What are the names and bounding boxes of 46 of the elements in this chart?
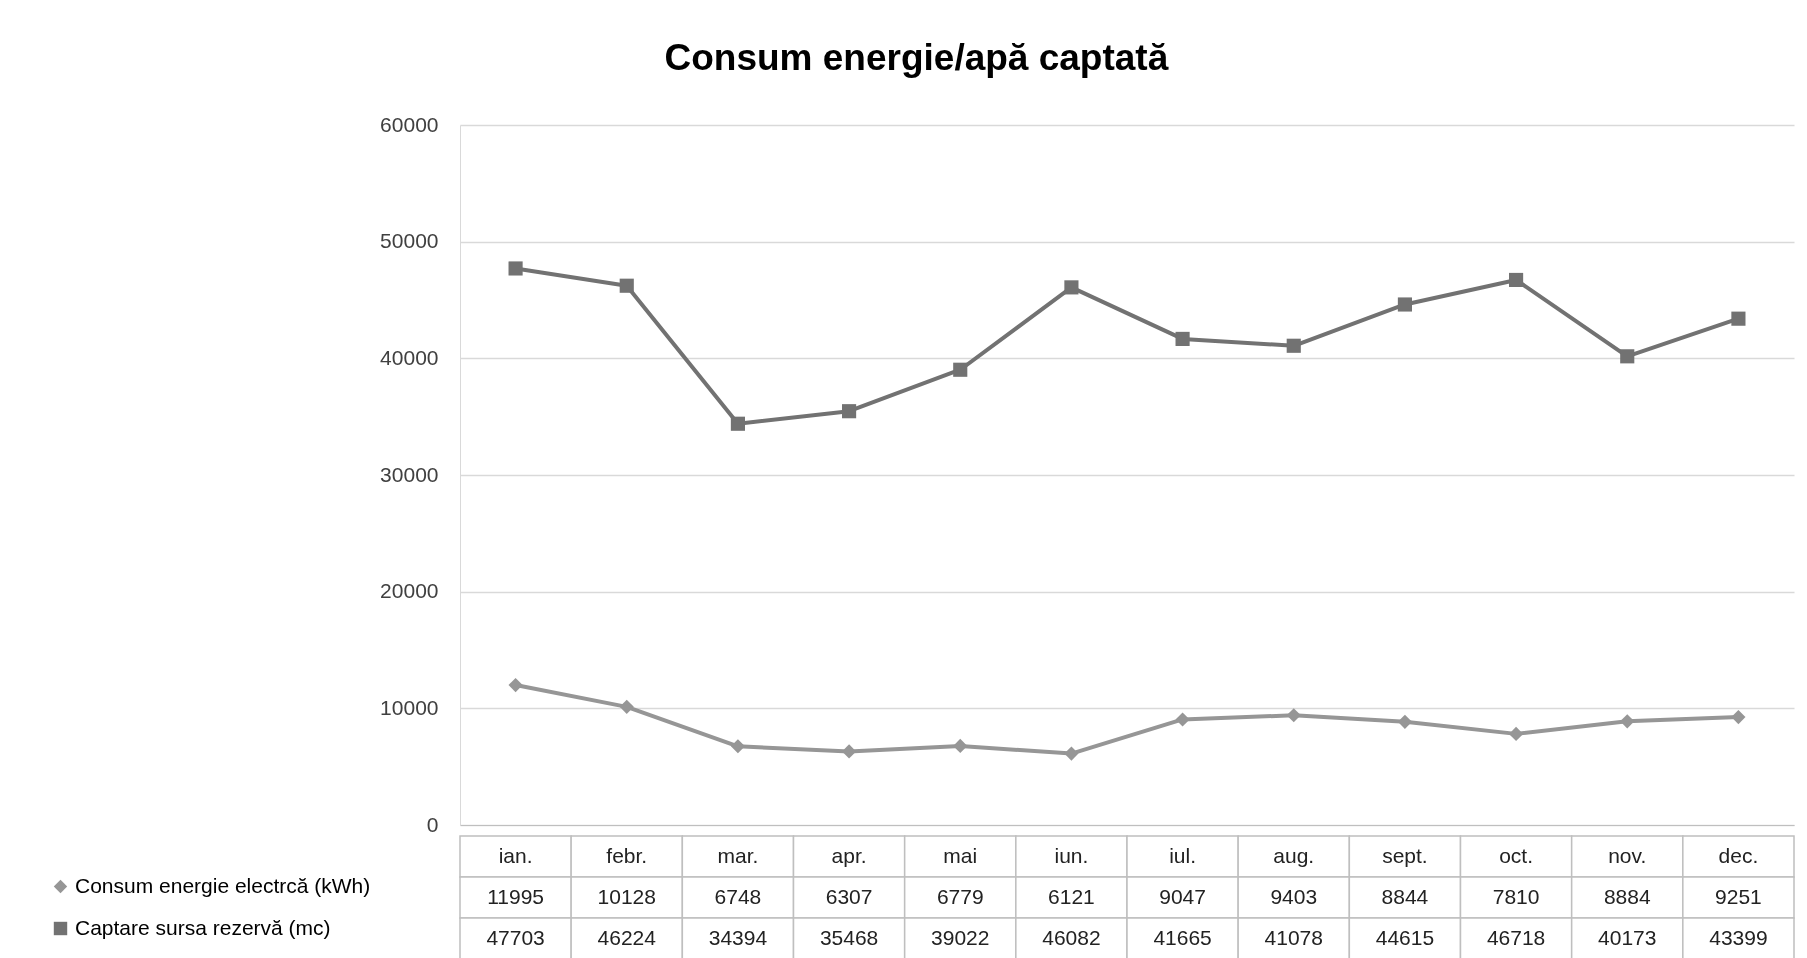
data-label: 8844 — [1381, 884, 1429, 908]
x-tick-label: dec. — [1718, 843, 1759, 867]
data-label: 39022 — [931, 925, 990, 949]
data-label: 41078 — [1264, 925, 1323, 949]
data-label: 43399 — [1709, 925, 1768, 949]
data-label: 8884 — [1603, 884, 1651, 908]
x-tick-label: aug. — [1273, 843, 1315, 867]
x-tick-label: oct. — [1499, 843, 1534, 867]
chart-title: Consum energie/apă captată — [664, 37, 1169, 78]
data-label: 46224 — [597, 925, 657, 949]
x-tick-label: mar. — [717, 843, 759, 867]
data-label: 41665 — [1153, 925, 1212, 949]
data-label: 6307 — [825, 884, 873, 908]
y-tick-label: 10000 — [380, 695, 439, 719]
x-tick-label: apr. — [831, 843, 867, 867]
data-label: 44615 — [1375, 925, 1435, 949]
data-label: 11995 — [487, 884, 545, 908]
y-tick-label: 30000 — [380, 462, 439, 486]
legend-label: Consum energie electrcă (kWh) — [75, 873, 371, 897]
data-label: 46718 — [1486, 925, 1546, 949]
legend-label: Captare sursa rezervă (mc) — [75, 915, 331, 939]
data-label: 47703 — [486, 925, 545, 949]
data-label: 6121 — [1048, 884, 1095, 908]
y-tick-label: 60000 — [380, 112, 439, 136]
data-label: 6748 — [714, 884, 762, 908]
data-label: 9403 — [1270, 884, 1318, 908]
data-label: 9251 — [1715, 884, 1762, 908]
data-label: 10128 — [597, 884, 656, 908]
data-label: 6779 — [936, 884, 984, 908]
data-label: 46082 — [1042, 925, 1101, 949]
y-tick-label: 0 — [426, 812, 439, 836]
x-tick-label: iun. — [1054, 843, 1089, 867]
x-tick-label: sept. — [1382, 843, 1428, 867]
x-tick-label: nov. — [1608, 843, 1647, 867]
x-tick-label: febr. — [606, 843, 648, 867]
data-label: 35468 — [819, 925, 879, 949]
y-tick-label: 50000 — [380, 229, 439, 253]
data-label: 9047 — [1159, 884, 1206, 908]
x-tick-label: ian. — [498, 843, 533, 867]
data-label: 34394 — [708, 925, 768, 949]
x-tick-label: iul. — [1169, 843, 1197, 867]
data-label: 7810 — [1492, 884, 1540, 908]
y-tick-label: 20000 — [380, 579, 439, 603]
x-tick-label: mai — [943, 843, 978, 867]
data-label: 40173 — [1598, 925, 1657, 949]
y-tick-label: 40000 — [380, 345, 439, 369]
